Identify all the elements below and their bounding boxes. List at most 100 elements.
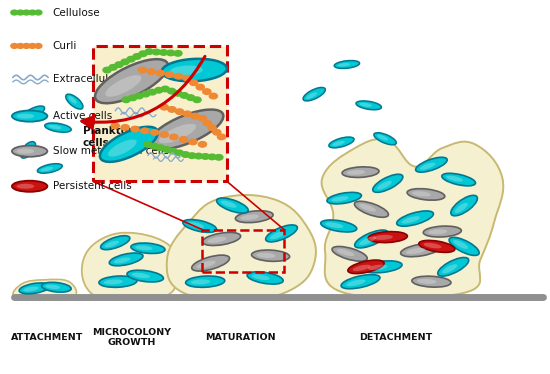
Ellipse shape xyxy=(446,176,463,181)
Ellipse shape xyxy=(419,240,455,252)
Circle shape xyxy=(213,129,221,135)
Circle shape xyxy=(170,134,178,140)
Ellipse shape xyxy=(332,246,367,261)
Ellipse shape xyxy=(332,141,345,146)
Circle shape xyxy=(148,89,156,95)
Circle shape xyxy=(175,150,183,156)
Circle shape xyxy=(168,107,176,112)
Ellipse shape xyxy=(12,181,47,192)
Circle shape xyxy=(161,86,169,92)
Ellipse shape xyxy=(37,164,62,173)
Ellipse shape xyxy=(132,273,150,278)
Ellipse shape xyxy=(329,137,354,148)
Ellipse shape xyxy=(183,220,217,232)
Ellipse shape xyxy=(95,59,168,103)
Ellipse shape xyxy=(373,174,403,192)
Ellipse shape xyxy=(424,226,461,237)
Circle shape xyxy=(179,137,188,142)
Text: Persistent cells: Persistent cells xyxy=(53,181,131,191)
Ellipse shape xyxy=(407,188,445,200)
Ellipse shape xyxy=(207,237,227,243)
Ellipse shape xyxy=(353,265,371,271)
Ellipse shape xyxy=(188,222,204,228)
Ellipse shape xyxy=(159,124,196,143)
Ellipse shape xyxy=(337,249,354,256)
Ellipse shape xyxy=(45,123,72,132)
Circle shape xyxy=(199,141,207,147)
Ellipse shape xyxy=(338,63,350,67)
Ellipse shape xyxy=(377,135,388,141)
Circle shape xyxy=(29,10,36,15)
Ellipse shape xyxy=(400,243,441,257)
Ellipse shape xyxy=(355,230,388,248)
Ellipse shape xyxy=(420,163,436,170)
Text: Extracellular DNA: Extracellular DNA xyxy=(53,74,145,85)
Circle shape xyxy=(141,128,149,134)
Ellipse shape xyxy=(192,255,229,271)
PathPatch shape xyxy=(322,139,503,298)
Circle shape xyxy=(11,43,18,48)
Circle shape xyxy=(190,80,198,85)
Ellipse shape xyxy=(170,65,203,76)
Circle shape xyxy=(183,76,191,81)
Circle shape xyxy=(144,141,152,147)
Ellipse shape xyxy=(101,236,130,250)
Circle shape xyxy=(160,132,168,137)
Circle shape xyxy=(35,10,42,15)
Ellipse shape xyxy=(41,167,53,171)
Ellipse shape xyxy=(221,200,236,208)
Circle shape xyxy=(182,152,190,157)
Ellipse shape xyxy=(402,216,420,224)
Ellipse shape xyxy=(368,265,387,270)
Ellipse shape xyxy=(359,103,372,107)
Ellipse shape xyxy=(46,285,60,289)
Circle shape xyxy=(151,130,159,135)
Circle shape xyxy=(131,126,139,132)
Circle shape xyxy=(122,97,130,102)
Ellipse shape xyxy=(442,173,476,186)
Text: Slow metabolism cells: Slow metabolism cells xyxy=(53,146,169,156)
Ellipse shape xyxy=(25,111,36,117)
Text: Curli: Curli xyxy=(53,41,77,51)
PathPatch shape xyxy=(82,233,179,300)
Ellipse shape xyxy=(397,211,433,226)
Circle shape xyxy=(23,10,30,15)
Text: Cellulose: Cellulose xyxy=(53,7,100,18)
Ellipse shape xyxy=(191,279,210,285)
Ellipse shape xyxy=(453,240,468,249)
Ellipse shape xyxy=(114,257,130,263)
Circle shape xyxy=(209,93,217,99)
Circle shape xyxy=(160,50,168,55)
Circle shape xyxy=(152,49,161,55)
Circle shape xyxy=(203,120,211,126)
Ellipse shape xyxy=(342,167,379,177)
Ellipse shape xyxy=(23,286,38,291)
Ellipse shape xyxy=(406,248,426,254)
PathPatch shape xyxy=(167,195,316,299)
Circle shape xyxy=(145,49,153,54)
Ellipse shape xyxy=(131,243,165,254)
Ellipse shape xyxy=(438,257,469,276)
Circle shape xyxy=(109,65,117,70)
Circle shape xyxy=(189,139,197,145)
Ellipse shape xyxy=(374,133,397,145)
Circle shape xyxy=(208,125,216,131)
Circle shape xyxy=(169,148,177,154)
Ellipse shape xyxy=(303,88,326,101)
Circle shape xyxy=(201,154,210,159)
Ellipse shape xyxy=(162,59,227,81)
Circle shape xyxy=(214,154,223,160)
Circle shape xyxy=(17,43,24,48)
Circle shape xyxy=(103,67,111,73)
Circle shape xyxy=(147,69,156,74)
Ellipse shape xyxy=(16,114,34,119)
Ellipse shape xyxy=(321,220,357,232)
Circle shape xyxy=(160,104,168,110)
Ellipse shape xyxy=(19,283,50,294)
Ellipse shape xyxy=(332,196,349,202)
Circle shape xyxy=(208,154,216,160)
Ellipse shape xyxy=(16,184,34,189)
Circle shape xyxy=(217,134,225,140)
Ellipse shape xyxy=(356,101,382,110)
Circle shape xyxy=(35,43,42,48)
